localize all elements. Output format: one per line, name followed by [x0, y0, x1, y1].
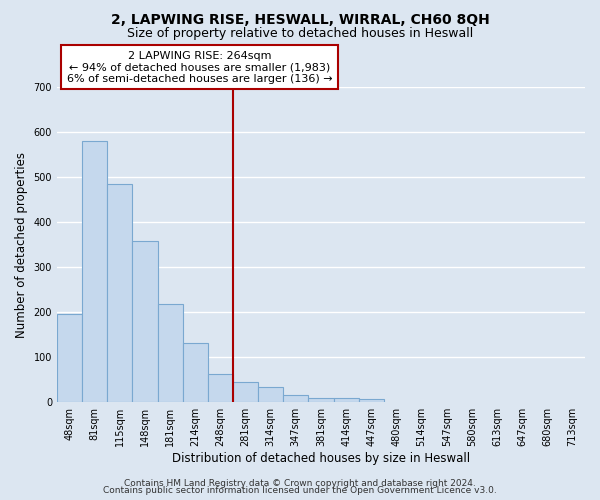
Bar — [57, 314, 82, 402]
Bar — [133, 242, 158, 402]
Bar — [233, 382, 258, 402]
Bar — [107, 184, 133, 402]
Bar — [334, 398, 359, 402]
Text: 2, LAPWING RISE, HESWALL, WIRRAL, CH60 8QH: 2, LAPWING RISE, HESWALL, WIRRAL, CH60 8… — [110, 12, 490, 26]
X-axis label: Distribution of detached houses by size in Heswall: Distribution of detached houses by size … — [172, 452, 470, 465]
Y-axis label: Number of detached properties: Number of detached properties — [15, 152, 28, 338]
Bar — [308, 398, 334, 402]
Bar — [182, 343, 208, 402]
Bar — [283, 396, 308, 402]
Bar — [82, 141, 107, 402]
Text: Size of property relative to detached houses in Heswall: Size of property relative to detached ho… — [127, 28, 473, 40]
Text: Contains HM Land Registry data © Crown copyright and database right 2024.: Contains HM Land Registry data © Crown c… — [124, 478, 476, 488]
Text: 2 LAPWING RISE: 264sqm
← 94% of detached houses are smaller (1,983)
6% of semi-d: 2 LAPWING RISE: 264sqm ← 94% of detached… — [67, 50, 332, 84]
Bar — [258, 388, 283, 402]
Text: Contains public sector information licensed under the Open Government Licence v3: Contains public sector information licen… — [103, 486, 497, 495]
Bar — [158, 304, 182, 402]
Bar — [208, 374, 233, 402]
Bar — [359, 399, 384, 402]
